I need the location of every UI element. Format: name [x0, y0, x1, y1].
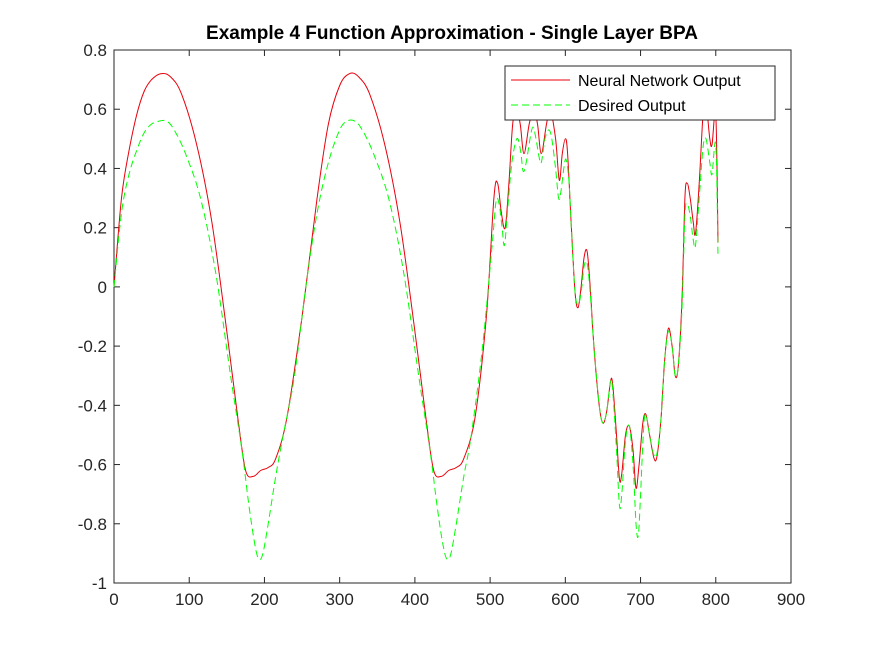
x-tick-label: 400 [401, 590, 429, 609]
series-line-desired-output [113, 119, 719, 561]
x-tick-label: 900 [777, 590, 805, 609]
legend-box [504, 65, 776, 121]
series-lines [113, 72, 719, 561]
x-tick-label: 0 [109, 590, 118, 609]
y-tick-label: -0.6 [78, 456, 107, 475]
legend-label-desired-output: Desired Output [578, 98, 686, 115]
x-axis: 0 100 200 300 400 500 600 700 800 900 [109, 50, 805, 609]
y-tick-label: -1 [92, 574, 107, 593]
chart-title: Example 4 Function Approximation - Singl… [206, 23, 698, 44]
plot-area [113, 49, 792, 584]
x-tick-label: 500 [476, 590, 504, 609]
x-tick-label: 700 [626, 590, 654, 609]
legend-label-neural-network-output: Neural Network Output [578, 73, 741, 90]
x-tick-label: 600 [551, 590, 579, 609]
x-tick-label: 800 [702, 590, 730, 609]
y-tick-label: 0 [98, 278, 107, 297]
y-tick-label: -0.8 [78, 515, 107, 534]
legend: Neural Network Output Desired Output [504, 65, 776, 121]
x-tick-label: 200 [250, 590, 278, 609]
y-tick-label: -0.2 [78, 337, 107, 356]
x-tick-label: 100 [175, 590, 203, 609]
y-tick-label: 0.2 [83, 219, 107, 238]
y-axis: -1 -0.8 -0.6 -0.4 -0.2 0 0.2 0.4 0.6 0.8 [78, 41, 791, 593]
y-tick-label: -0.4 [78, 396, 107, 415]
y-tick-label: 0.4 [83, 159, 107, 178]
x-tick-label: 300 [325, 590, 353, 609]
y-tick-label: 0.8 [83, 41, 107, 60]
y-tick-label: 0.6 [83, 100, 107, 119]
